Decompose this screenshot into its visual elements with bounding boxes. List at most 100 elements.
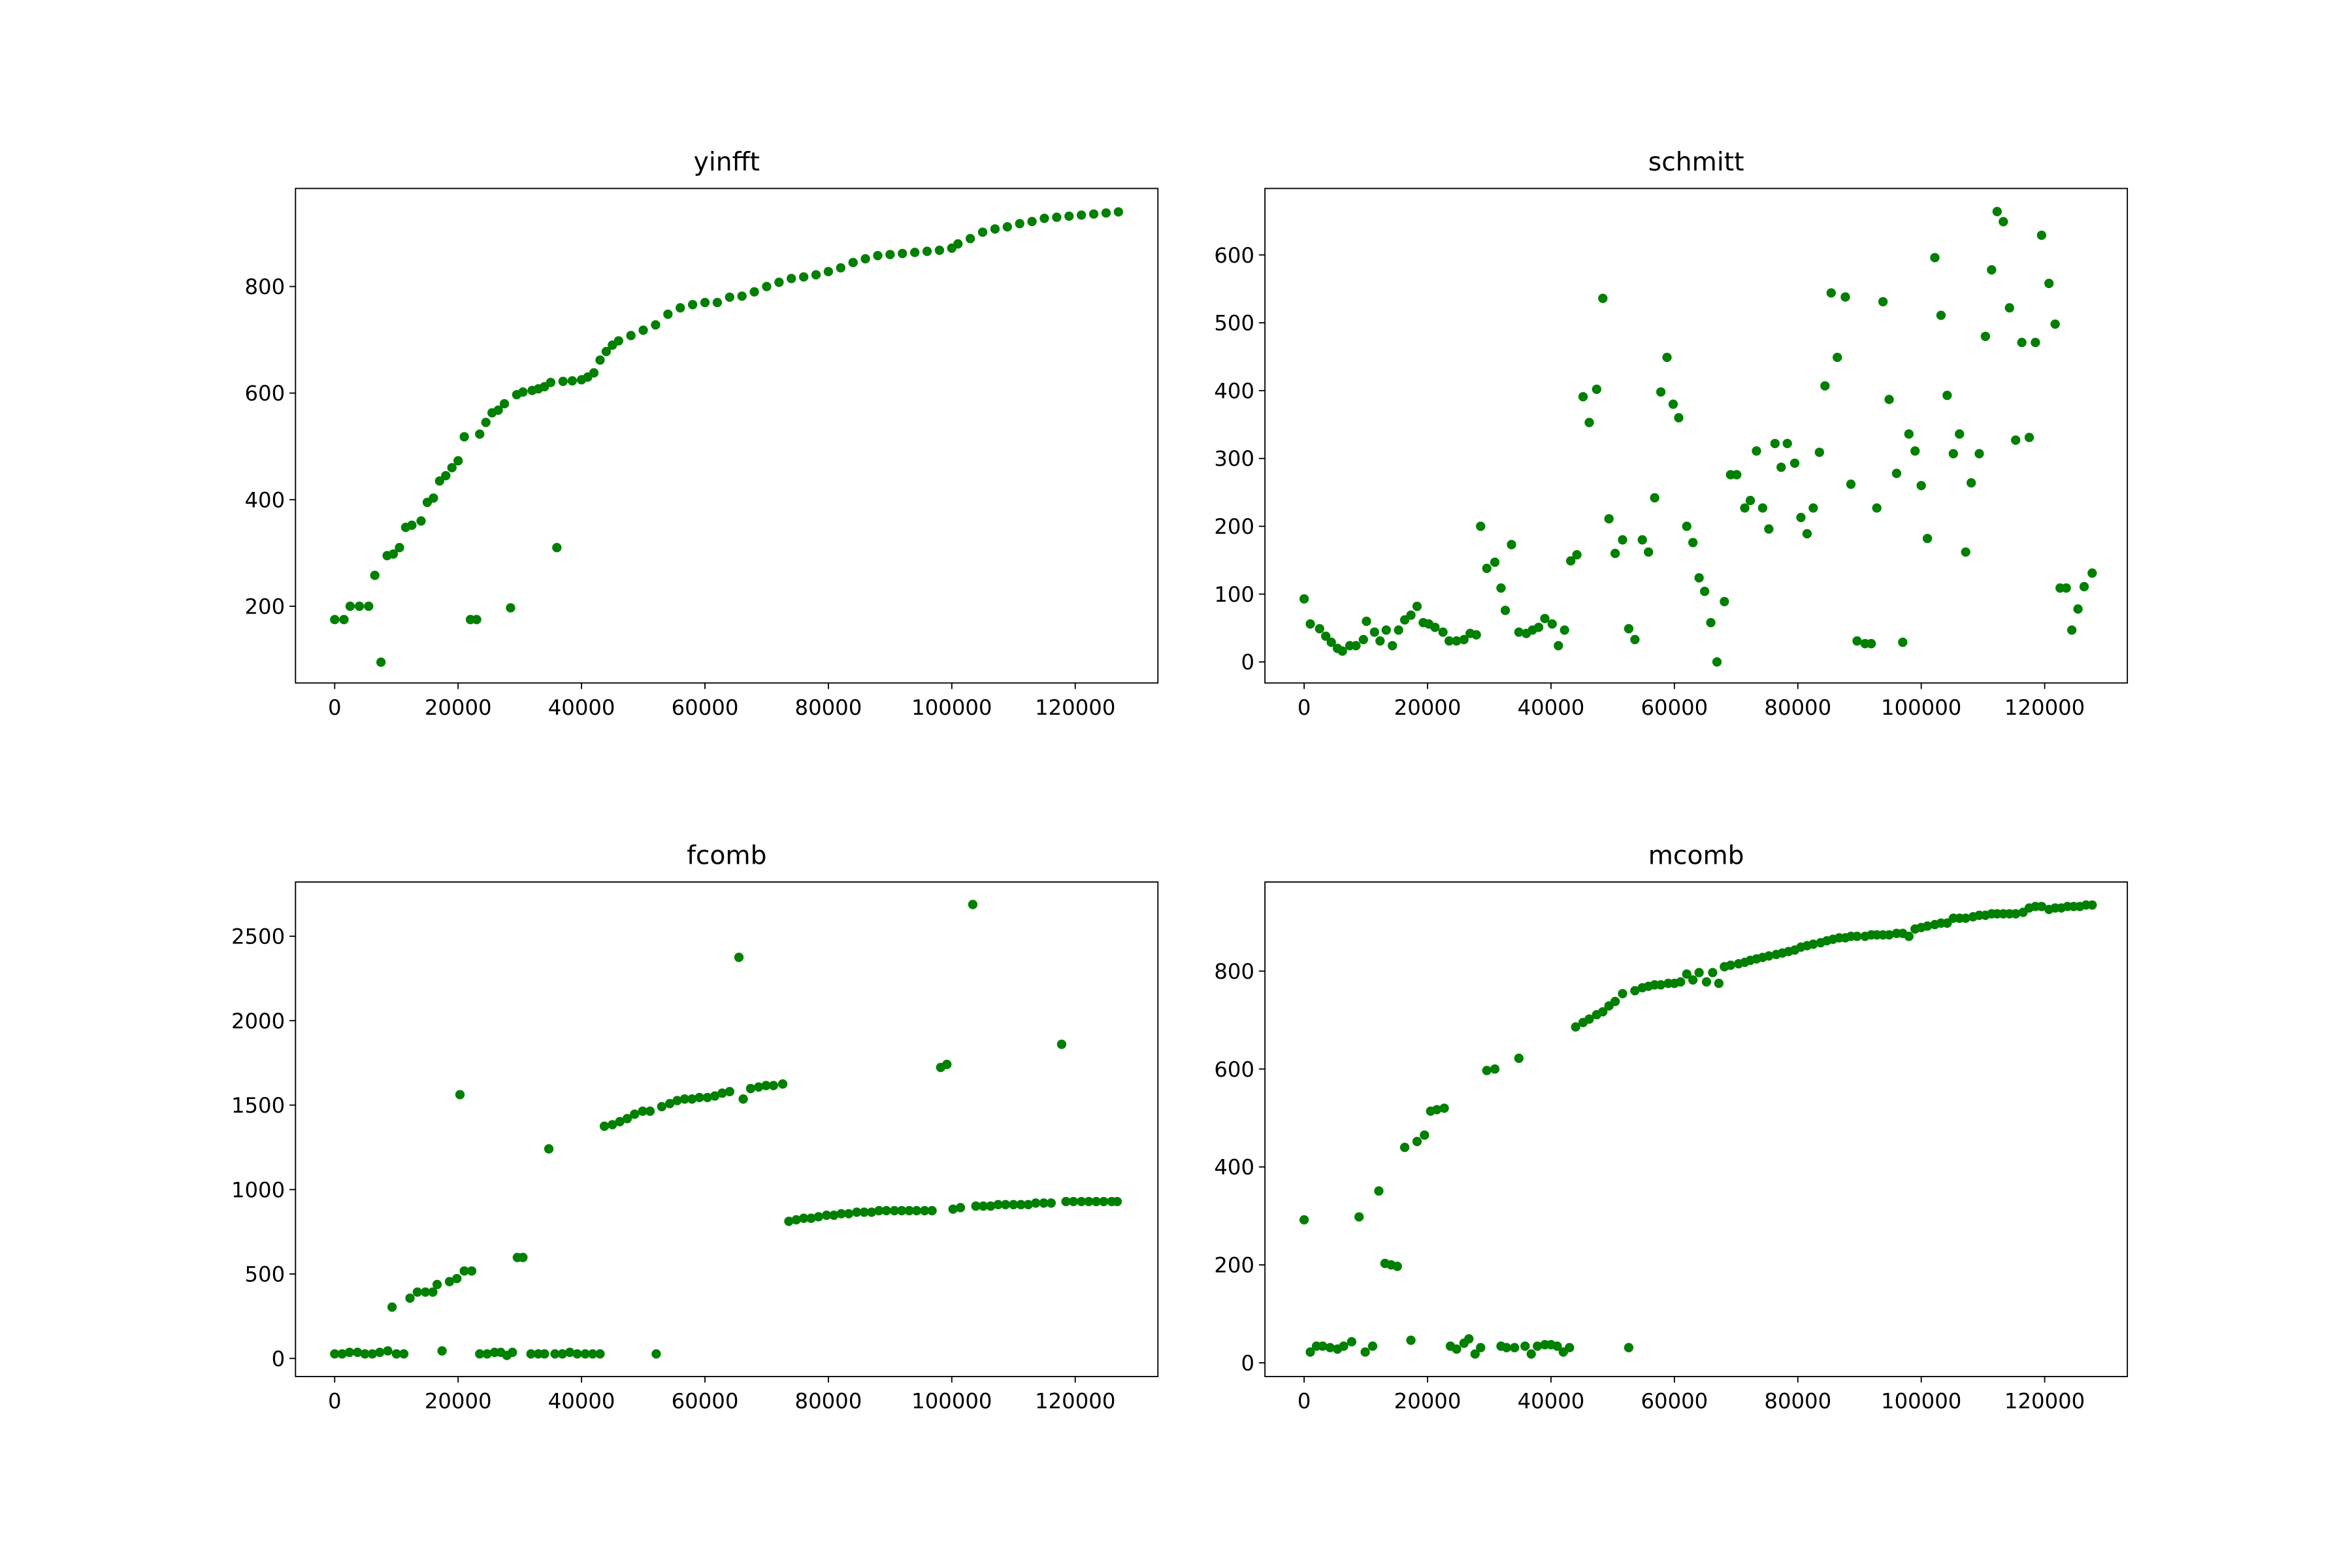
data-point [345,601,355,612]
data-point [557,1349,567,1359]
data-point [651,1349,661,1359]
data-point [1974,449,1984,459]
data-point [1496,583,1506,593]
subplot: yinfft 0 20000 40000 60000 80000 100000 120000 2… [244,148,1159,720]
x-tick-label: 0 [328,695,342,720]
data-point [955,1203,966,1213]
data-point [1846,480,1856,489]
data-point [540,1349,549,1359]
data-point [567,376,578,386]
subplot: schmitt 0 20000 40000 60000 80000 100000 120000… [1214,148,2129,720]
data-point [1904,932,1914,941]
data-point [526,1349,536,1359]
data-point [558,376,568,386]
data-point [762,282,772,291]
data-point [1476,521,1486,531]
data-point [441,470,451,481]
data-point [1420,1130,1429,1140]
x-tick-label: 60000 [672,1388,739,1413]
data-point [1571,1022,1580,1032]
data-point [475,1349,485,1359]
data-point [710,1091,720,1101]
y-tick-label: 1000 [231,1177,285,1202]
data-point [860,253,870,264]
data-point [1604,514,1614,524]
data-point [1412,601,1422,612]
data-point [1992,206,2002,216]
data-point [874,1205,884,1216]
data-point [1490,1064,1500,1074]
data-point [2061,583,2071,593]
data-point [889,1205,900,1216]
y-tick-label: 400 [244,487,285,512]
data-point [737,291,747,301]
data-point [1351,641,1361,651]
data-point [1375,636,1385,646]
data-point [1867,639,1876,649]
data-point [1592,384,1601,394]
data-point [1547,619,1557,629]
y-tick-label: 600 [1214,243,1254,268]
data-point [971,1201,981,1211]
x-tick-label: 20000 [425,695,492,720]
data-point [1808,503,1818,513]
data-point [1584,1014,1594,1024]
data-point [1916,481,1926,491]
y-tick-label: 400 [1214,1155,1254,1180]
data-point [1872,503,1882,513]
data-point [1764,951,1774,961]
data-point [544,1144,554,1154]
data-point [910,248,920,257]
data-point [2024,433,2034,442]
data-point [383,1346,393,1356]
data-point [626,331,636,340]
data-point [1770,438,1780,449]
data-point [388,549,399,559]
y-tick-label: 0 [1241,650,1254,675]
data-point [550,1349,560,1359]
data-point [1676,977,1686,987]
data-point [1452,636,1462,646]
data-point [475,429,485,439]
data-point [717,1088,727,1098]
data-point [1904,429,1914,439]
data-point [798,1213,809,1223]
y-tick-label: 500 [1214,311,1254,336]
data-point [613,336,623,346]
data-point [1476,1343,1486,1352]
data-point [1031,1198,1041,1208]
data-point [1091,1196,1102,1207]
data-point [1358,634,1368,645]
data-point [2087,900,2097,910]
data-point [1833,352,1842,363]
x-tick-label: 20000 [1394,1388,1462,1413]
data-point [1337,646,1347,656]
data-point [1936,310,1946,320]
data-point [761,1081,771,1090]
data-point [734,953,744,962]
data-point [1961,913,1970,923]
data-point [978,1201,988,1211]
data-point [1470,1349,1480,1359]
data-point [694,1092,704,1103]
data-point [601,346,612,357]
data-point [370,570,380,580]
data-point [1399,1143,1410,1152]
data-point [1745,495,1756,506]
data-point [1299,1215,1309,1225]
data-point [2036,902,2047,911]
data-point [466,1266,477,1276]
data-point [1910,446,1920,456]
data-point [657,1102,667,1111]
data-point [1708,968,1718,977]
data-point [353,1347,363,1358]
data-point [2073,604,2083,614]
y-tick-label: 800 [244,274,285,299]
data-point [1482,563,1492,574]
x-tick-label: 120000 [1035,695,1115,720]
data-point [1701,977,1712,987]
data-point [1720,596,1729,606]
data-point [1412,1137,1422,1147]
data-point [546,378,556,387]
